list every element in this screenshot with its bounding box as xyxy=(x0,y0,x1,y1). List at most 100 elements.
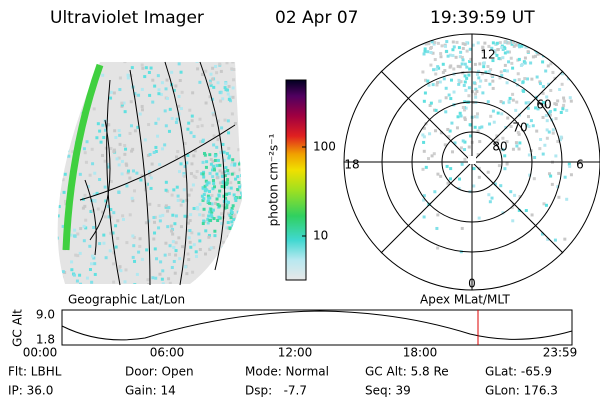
pixel xyxy=(172,245,176,249)
pixel xyxy=(422,194,426,198)
pixel xyxy=(547,130,551,134)
pixel xyxy=(491,109,495,113)
pixel xyxy=(230,67,234,71)
pixel xyxy=(513,193,517,197)
pixel xyxy=(198,247,202,251)
pixel xyxy=(83,204,87,208)
pixel xyxy=(248,272,251,275)
pixel xyxy=(111,231,115,235)
pixel xyxy=(221,97,225,101)
pixel xyxy=(177,94,181,98)
pixel xyxy=(486,170,490,174)
pixel xyxy=(189,245,193,249)
pixel xyxy=(241,162,242,166)
pixel xyxy=(463,80,467,84)
pixel xyxy=(476,72,480,76)
pixel xyxy=(523,77,527,81)
pixel xyxy=(457,186,461,190)
pixel xyxy=(217,265,221,269)
pixel xyxy=(244,180,247,183)
pixel xyxy=(85,64,89,68)
footer-field: IP: 36.0 xyxy=(8,384,53,398)
pixel xyxy=(106,204,110,208)
pixel xyxy=(170,229,174,233)
pixel xyxy=(123,152,127,156)
pixel xyxy=(245,166,248,169)
pixel xyxy=(51,122,54,125)
pixel xyxy=(552,40,556,44)
pixel xyxy=(220,269,224,273)
pixel xyxy=(218,62,222,66)
pixel xyxy=(233,241,237,245)
pixel xyxy=(534,106,538,110)
pixel xyxy=(226,178,230,182)
pixel xyxy=(120,172,124,176)
pixel xyxy=(427,83,431,87)
pixel xyxy=(200,124,204,128)
pixel xyxy=(523,56,527,60)
pixel xyxy=(112,91,116,95)
pixel xyxy=(138,55,141,58)
pixel xyxy=(216,203,220,207)
pixel xyxy=(186,153,190,157)
pixel xyxy=(468,47,472,51)
pixel xyxy=(503,63,507,67)
pixel xyxy=(44,269,47,272)
pixel xyxy=(109,179,113,183)
pixel xyxy=(507,99,511,103)
pixel xyxy=(245,127,248,130)
pixel xyxy=(242,79,245,82)
pixel xyxy=(230,233,234,237)
pixel xyxy=(43,65,46,68)
pixel xyxy=(492,49,496,53)
pixel xyxy=(484,70,488,74)
pixel xyxy=(476,41,480,45)
pixel xyxy=(157,203,161,207)
pixel xyxy=(66,132,70,136)
pixel xyxy=(140,87,144,91)
pixel xyxy=(530,213,534,217)
pixel xyxy=(506,50,510,54)
pixel xyxy=(243,221,246,224)
pixel xyxy=(554,117,558,121)
pixel xyxy=(477,216,481,220)
pixel xyxy=(215,164,219,168)
pixel xyxy=(432,68,436,72)
pixel xyxy=(49,120,52,123)
pixel xyxy=(130,66,134,70)
pixel xyxy=(238,196,242,200)
pixel xyxy=(218,274,222,278)
pixel xyxy=(538,147,542,151)
pixel xyxy=(526,115,530,119)
pixel xyxy=(246,81,249,84)
pixel xyxy=(526,77,530,81)
pixel xyxy=(452,90,456,94)
pixel xyxy=(126,171,130,175)
polar-image xyxy=(421,40,573,254)
pixel xyxy=(424,165,428,169)
pixel xyxy=(241,170,242,174)
pixel xyxy=(460,55,464,59)
pixel xyxy=(241,166,242,170)
pixel xyxy=(427,157,431,161)
pixel xyxy=(211,168,215,172)
pixel xyxy=(212,217,216,221)
pixel xyxy=(201,138,205,142)
pixel xyxy=(448,129,452,133)
pixel xyxy=(458,177,462,181)
pixel xyxy=(149,66,153,70)
pixel xyxy=(481,50,485,54)
cb-tick-label: 10 xyxy=(313,229,328,243)
pixel xyxy=(108,249,112,253)
pixel xyxy=(117,156,121,160)
pixel xyxy=(93,262,97,266)
pixel xyxy=(461,46,465,50)
pixel xyxy=(211,77,215,81)
pixel xyxy=(163,143,167,147)
pixel xyxy=(232,68,236,72)
pixel xyxy=(227,84,231,88)
pixel xyxy=(131,234,135,238)
pixel xyxy=(222,158,226,162)
pixel xyxy=(118,142,122,146)
pixel xyxy=(174,84,178,88)
